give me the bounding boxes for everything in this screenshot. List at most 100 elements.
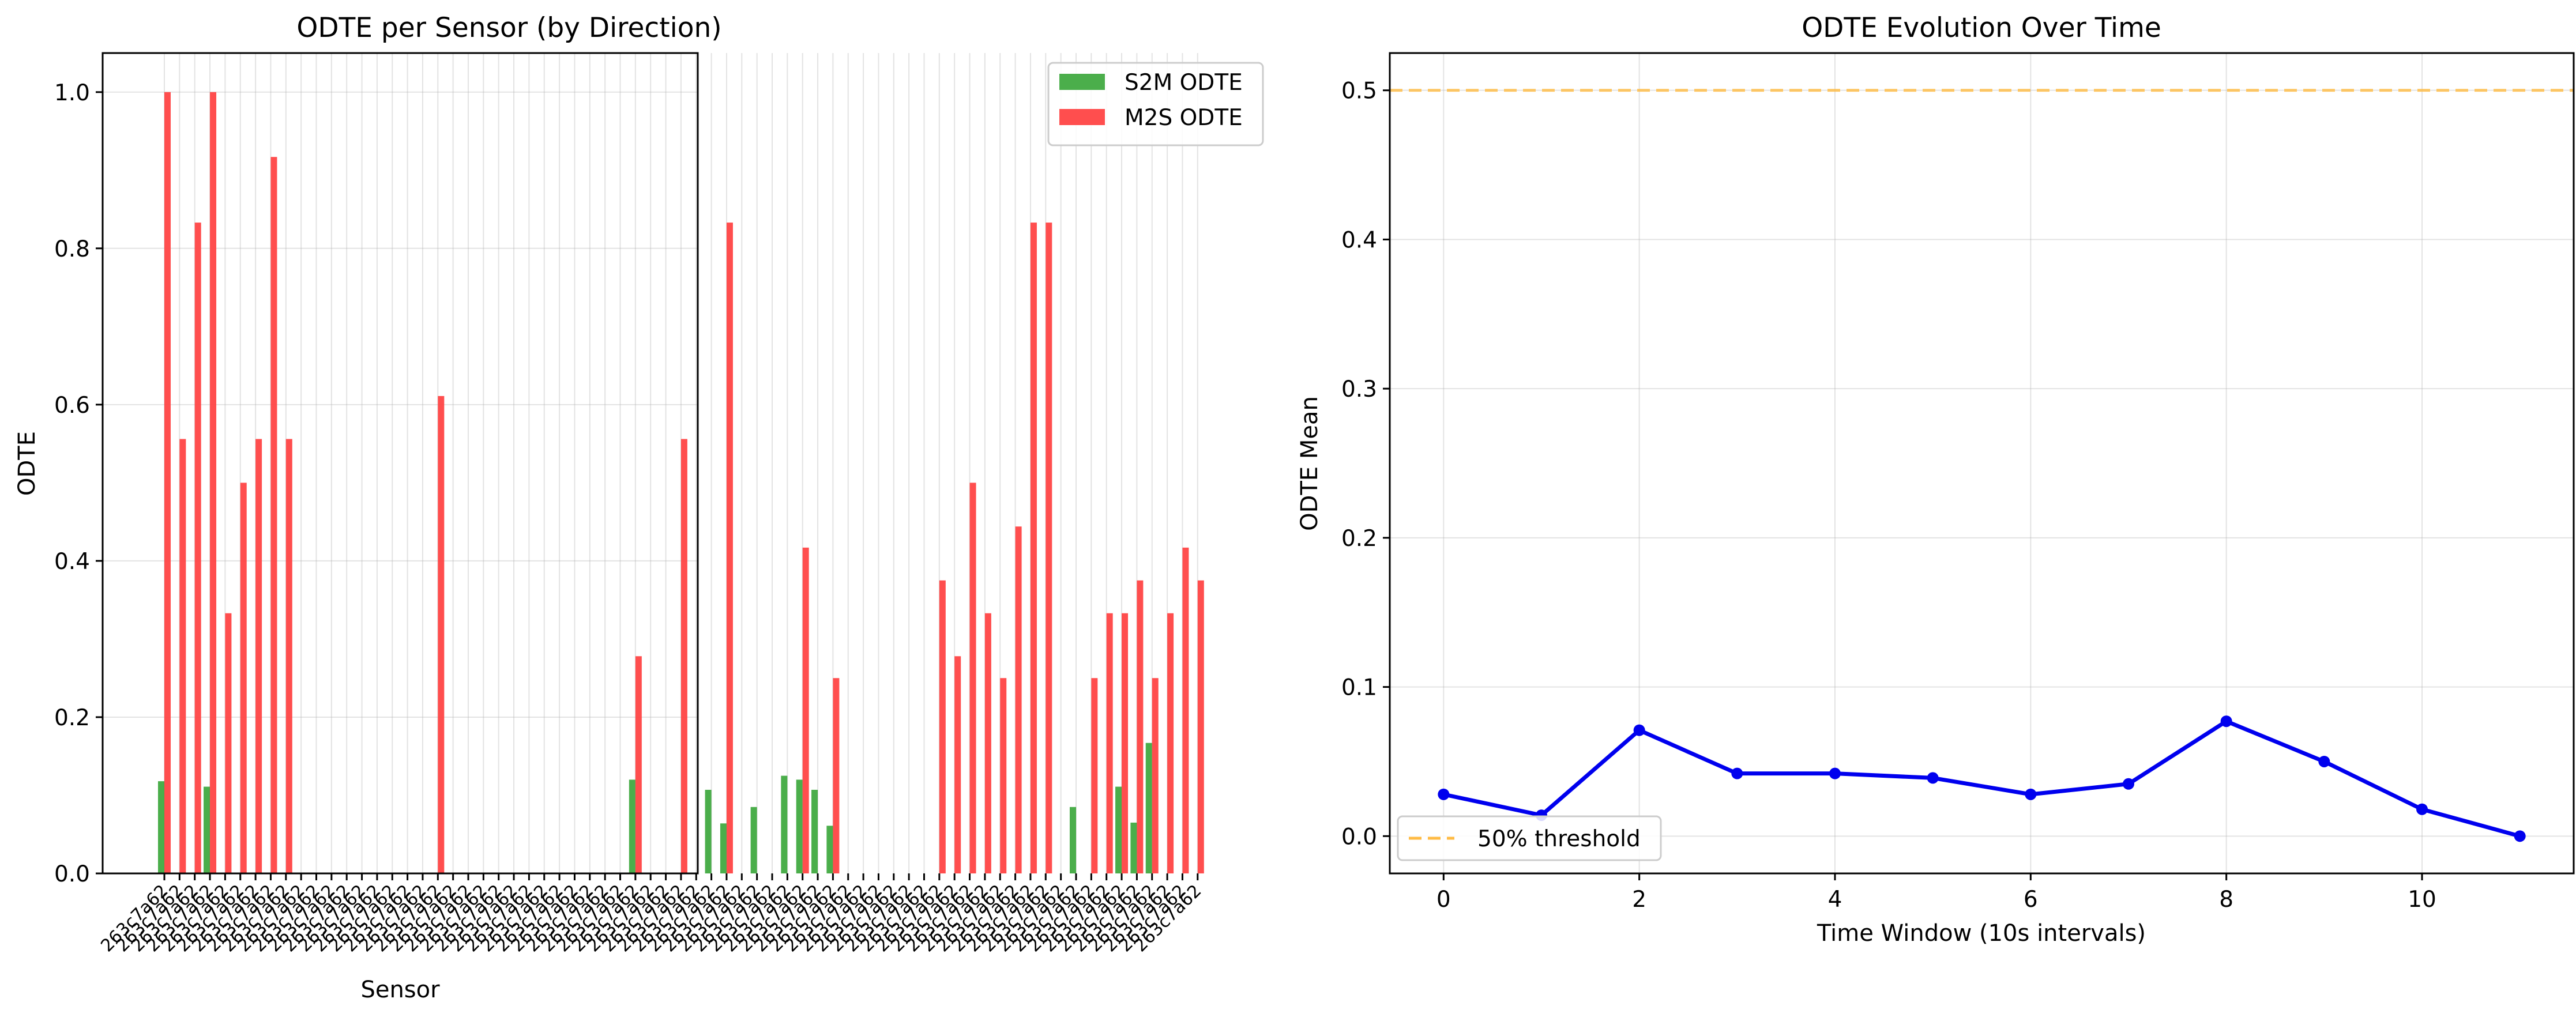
m2s-bar bbox=[438, 395, 445, 873]
s2m-bar bbox=[781, 775, 788, 873]
odte-mean-point bbox=[2220, 715, 2232, 728]
chart1-x-ticks: 263c7a62263c7a62263c7a62263c7a62263c7a62… bbox=[97, 873, 1205, 956]
m2s-bar bbox=[1046, 223, 1052, 873]
odte-mean-point bbox=[1731, 767, 1743, 779]
m2s-bar bbox=[1152, 678, 1159, 873]
m2s-bar bbox=[802, 547, 809, 873]
chart1-title: ODTE per Sensor (by Direction) bbox=[296, 12, 721, 44]
legend-swatch-s2m bbox=[1059, 74, 1105, 90]
m2s-bar bbox=[179, 439, 186, 873]
odte-mean-point bbox=[1927, 772, 1939, 784]
s2m-bar bbox=[629, 779, 635, 873]
m2s-bar bbox=[833, 678, 840, 873]
s2m-bar bbox=[796, 779, 803, 873]
m2s-bar bbox=[680, 439, 687, 873]
chart2-y-label: ODTE Mean bbox=[1296, 396, 1323, 531]
chart2-y-ticks: 0.0 0.1 0.2 0.3 0.4 0.5 bbox=[1341, 78, 1390, 850]
m2s-bar bbox=[1167, 613, 1174, 873]
m2s-bar bbox=[635, 656, 642, 873]
chart2-x-ticks: 0 2 4 6 8 10 bbox=[1436, 873, 2436, 913]
m2s-bar bbox=[210, 92, 217, 873]
chart1-y-ticks: 0.0 0.2 0.4 0.6 0.8 1.0 bbox=[54, 80, 103, 887]
chart1-bars bbox=[158, 92, 1204, 873]
y-tick-label: 0.1 bbox=[1341, 675, 1377, 701]
x-tick-label: 4 bbox=[1828, 887, 1842, 913]
chart2-axes-frame bbox=[1389, 52, 2575, 875]
m2s-bar bbox=[1122, 613, 1129, 873]
m2s-bar bbox=[255, 439, 262, 873]
m2s-bar bbox=[1182, 547, 1189, 873]
odte-mean-point bbox=[2318, 755, 2330, 767]
m2s-bar bbox=[954, 656, 961, 873]
chart2-x-label: Time Window (10s intervals) bbox=[1817, 920, 2146, 947]
legend-swatch-m2s bbox=[1059, 109, 1105, 125]
odte-mean-point bbox=[2514, 830, 2526, 842]
x-tick-label: 8 bbox=[2219, 887, 2233, 913]
s2m-bar bbox=[750, 807, 757, 873]
odte-evolution-line-chart: ODTE Evolution Over Time 0.0 0.1 0.2 0.3 0.4… bbox=[1296, 12, 2575, 947]
sensor-odte-bar-chart: ODTE per Sensor (by Direction) 0.0 0.2 0.4… bbox=[14, 12, 1264, 1003]
x-tick-label: 2 bbox=[1632, 887, 1646, 913]
m2s-bar bbox=[194, 223, 201, 873]
chart1-axes-frame bbox=[101, 52, 699, 875]
s2m-bar bbox=[1145, 743, 1152, 873]
x-tick-label: 0 bbox=[1436, 887, 1451, 913]
y-tick-label: 0.8 bbox=[54, 236, 90, 262]
m2s-bar bbox=[1015, 526, 1022, 873]
chart2-legend: 50% threshold bbox=[1397, 815, 1662, 861]
y-tick-label: 1.0 bbox=[54, 80, 90, 106]
m2s-bar bbox=[240, 483, 247, 873]
chart2-grid bbox=[1390, 53, 2574, 873]
y-tick-label: 0.3 bbox=[1341, 376, 1377, 402]
m2s-bar bbox=[1197, 580, 1204, 873]
y-tick-label: 0.4 bbox=[1341, 227, 1377, 253]
m2s-bar bbox=[1030, 223, 1037, 873]
odte-mean-point bbox=[2416, 803, 2428, 815]
s2m-bar bbox=[1130, 822, 1137, 873]
y-tick-label: 0.0 bbox=[54, 861, 90, 887]
odte-mean-point bbox=[2123, 778, 2135, 790]
s2m-bar bbox=[1070, 807, 1076, 873]
legend-label-s2m: S2M ODTE bbox=[1125, 70, 1243, 96]
x-tick-label: 10 bbox=[2408, 887, 2436, 913]
m2s-bar bbox=[1137, 580, 1144, 873]
m2s-bar bbox=[285, 439, 292, 873]
m2s-bar bbox=[969, 483, 976, 873]
s2m-bar bbox=[158, 781, 164, 873]
x-tick-label: 6 bbox=[2024, 887, 2038, 913]
chart2-legend-box bbox=[1397, 815, 1662, 861]
s2m-bar bbox=[705, 789, 712, 873]
odte-mean-point bbox=[1829, 767, 1841, 779]
y-tick-label: 0.2 bbox=[54, 705, 90, 731]
s2m-bar bbox=[204, 786, 210, 873]
y-tick-label: 0.5 bbox=[1341, 78, 1377, 104]
odte-mean-point bbox=[1438, 788, 1450, 800]
m2s-bar bbox=[164, 92, 171, 873]
legend-label-m2s: M2S ODTE bbox=[1125, 105, 1243, 131]
s2m-bar bbox=[720, 823, 727, 873]
s2m-bar bbox=[826, 826, 833, 873]
m2s-bar bbox=[939, 580, 946, 873]
odte-mean-point bbox=[2025, 788, 2037, 800]
chart1-legend: S2M ODTE M2S ODTE bbox=[1047, 62, 1264, 146]
s2m-bar bbox=[811, 789, 818, 873]
legend-label-threshold: 50% threshold bbox=[1477, 826, 1641, 852]
y-tick-label: 0.2 bbox=[1341, 526, 1377, 552]
chart2-title: ODTE Evolution Over Time bbox=[1802, 12, 2161, 44]
y-tick-label: 0.6 bbox=[54, 393, 90, 419]
m2s-bar bbox=[984, 613, 991, 873]
chart1-y-label: ODTE bbox=[14, 431, 40, 496]
s2m-bar bbox=[1115, 786, 1122, 873]
y-tick-label: 0.4 bbox=[54, 549, 90, 575]
chart1-x-label: Sensor bbox=[360, 977, 440, 1003]
m2s-bar bbox=[1106, 613, 1113, 873]
odte-mean-line bbox=[1443, 719, 2521, 838]
m2s-bar bbox=[225, 613, 232, 873]
m2s-bar bbox=[270, 157, 277, 873]
m2s-bar bbox=[726, 223, 733, 873]
m2s-bar bbox=[1091, 678, 1098, 873]
m2s-bar bbox=[1000, 678, 1007, 873]
y-tick-label: 0.0 bbox=[1341, 824, 1377, 850]
odte-mean-point bbox=[1633, 724, 1645, 736]
